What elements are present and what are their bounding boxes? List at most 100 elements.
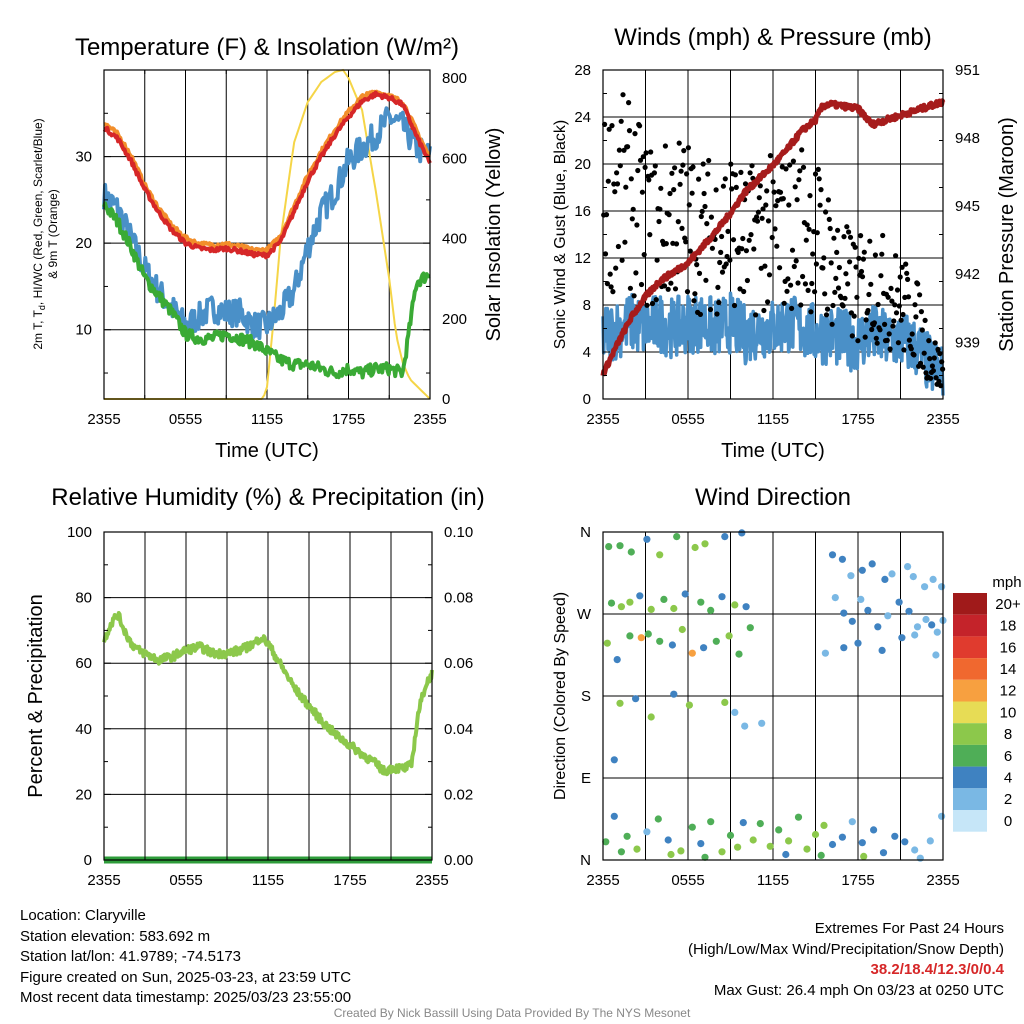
y-right-tick-label: 942 bbox=[955, 266, 980, 283]
gust-point bbox=[684, 289, 691, 295]
max-gust: Max Gust: 26.4 mph On 03/23 at 0250 UTC bbox=[713, 981, 1004, 999]
gust-point bbox=[672, 165, 678, 171]
gust-point bbox=[698, 213, 704, 220]
gust-point bbox=[794, 197, 800, 203]
gust-point bbox=[909, 331, 915, 337]
colorbar-label: 18 bbox=[1000, 618, 1017, 635]
gust-point bbox=[894, 287, 901, 293]
y-tick-label: 20 bbox=[75, 786, 92, 803]
gust-point bbox=[723, 261, 729, 267]
gust-point bbox=[603, 212, 610, 218]
gust-point bbox=[783, 166, 789, 172]
direction-point bbox=[766, 842, 774, 850]
gust-point bbox=[805, 287, 811, 293]
y-tick-label: 10 bbox=[75, 322, 92, 339]
gust-point bbox=[817, 202, 823, 208]
direction-point bbox=[858, 566, 866, 574]
y-tick-label: 8 bbox=[583, 297, 591, 314]
direction-point bbox=[913, 623, 922, 631]
station-location: Location: Claryville bbox=[20, 907, 146, 924]
x-tick-label: 2355 bbox=[413, 411, 446, 428]
direction-point bbox=[857, 595, 865, 604]
direction-point bbox=[700, 644, 708, 652]
gust-point bbox=[672, 286, 679, 292]
y-tick-label: 0 bbox=[583, 391, 591, 408]
gust-point bbox=[843, 271, 849, 277]
direction-point bbox=[623, 832, 631, 840]
gust-point bbox=[714, 311, 720, 317]
direction-point bbox=[895, 598, 903, 606]
gust-point bbox=[890, 323, 896, 329]
chart-title: Relative Humidity (%) & Precipitation (i… bbox=[51, 484, 484, 511]
gust-point bbox=[649, 300, 656, 307]
direction-point bbox=[667, 850, 675, 859]
y-right-tick-label: 945 bbox=[955, 198, 980, 215]
gust-point bbox=[828, 260, 834, 266]
gust-point bbox=[898, 317, 904, 323]
direction-point bbox=[898, 634, 906, 642]
direction-point bbox=[656, 637, 664, 645]
colorbar-label: 14 bbox=[1000, 661, 1017, 678]
y-tick-label: 28 bbox=[574, 62, 591, 79]
gust-point bbox=[816, 176, 822, 182]
direction-point bbox=[847, 572, 855, 580]
gust-point bbox=[928, 375, 934, 381]
gust-point bbox=[849, 333, 855, 339]
gust-point bbox=[727, 257, 733, 263]
most-recent-timestamp: Most recent data timestamp: 2025/03/23 2… bbox=[20, 989, 352, 1006]
gust-point bbox=[790, 158, 797, 164]
gust-point bbox=[631, 293, 637, 299]
direction-point bbox=[775, 826, 783, 834]
y-axis-label-part: 2m T, T bbox=[31, 309, 45, 349]
y-right-tick-label: 0.10 bbox=[444, 524, 473, 541]
gust-point bbox=[703, 277, 709, 283]
gust-point bbox=[765, 218, 772, 224]
colorbar-swatch bbox=[953, 766, 987, 789]
gust-point bbox=[795, 280, 801, 286]
direction-point bbox=[881, 575, 889, 584]
y-right-axis-label: Station Pressure (Maroon) bbox=[996, 117, 1018, 352]
gust-point bbox=[917, 292, 923, 298]
gust-point bbox=[917, 360, 924, 366]
gust-point bbox=[797, 168, 803, 174]
direction-point bbox=[688, 649, 696, 657]
direction-point bbox=[828, 551, 837, 559]
colorbar-swatch bbox=[953, 658, 987, 680]
direction-point bbox=[617, 603, 626, 611]
gust-point bbox=[903, 261, 909, 267]
gust-point bbox=[847, 234, 854, 240]
gust-point bbox=[717, 259, 723, 266]
direction-point bbox=[636, 592, 644, 600]
gust-point bbox=[854, 294, 860, 300]
x-tick-label: 1155 bbox=[757, 872, 789, 889]
gust-point bbox=[686, 202, 692, 208]
direction-point bbox=[602, 838, 610, 846]
gust-point bbox=[724, 253, 730, 260]
gust-point bbox=[866, 291, 872, 298]
y-right-tick-label: 0.08 bbox=[444, 590, 473, 607]
gust-point bbox=[681, 148, 687, 154]
direction-point bbox=[739, 819, 747, 827]
gust-point bbox=[882, 321, 888, 327]
gust-point bbox=[822, 291, 828, 297]
y-right-axis-label: Solar Insolation (Yellow) bbox=[483, 128, 505, 342]
colorbar-label: 6 bbox=[1004, 748, 1012, 765]
x-tick-label: 1155 bbox=[757, 411, 789, 428]
chart-title: Winds (mph) & Pressure (mb) bbox=[614, 24, 931, 51]
gust-point bbox=[715, 284, 721, 290]
colorbar-label: 2 bbox=[1004, 791, 1012, 808]
gust-point bbox=[788, 282, 794, 288]
gust-point bbox=[651, 170, 658, 176]
direction-point bbox=[858, 839, 866, 847]
gust-point bbox=[826, 216, 832, 222]
direction-point bbox=[938, 812, 946, 820]
gust-point bbox=[893, 310, 900, 316]
gust-point bbox=[812, 171, 819, 177]
colorbar-label: 20+ bbox=[995, 596, 1021, 613]
gust-point bbox=[713, 187, 719, 193]
gust-point bbox=[610, 289, 616, 295]
y-tick-label: 30 bbox=[75, 149, 92, 166]
direction-point bbox=[616, 699, 624, 707]
colorbar-swatch bbox=[953, 723, 987, 745]
direction-point bbox=[607, 599, 616, 607]
